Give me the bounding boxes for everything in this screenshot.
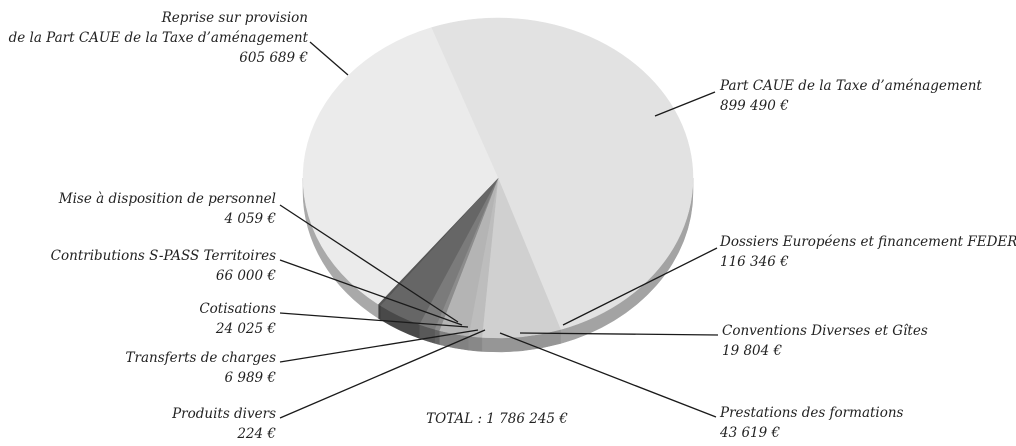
slice-value-label: 24 025 € [215, 321, 277, 337]
leader-lines [279, 41, 719, 419]
leader-line [562, 247, 718, 326]
pie-slice [430, 17, 694, 330]
slice-side [377, 303, 381, 321]
slice-label: Dossiers Européens et financement FEDER [719, 234, 1016, 250]
slice-value-label: 43 619 € [719, 425, 781, 441]
slice-label: Contributions S-PASS Territoires [51, 248, 276, 264]
leader-line [279, 204, 459, 323]
leader-line [279, 329, 486, 419]
slice-label: Conventions Diverses et Gîtes [722, 323, 928, 339]
slice-value-label: 899 490 € [720, 98, 789, 114]
slice-labels: Part CAUE de la Taxe d’aménagement 899 49… [9, 10, 1016, 442]
leader-line [279, 329, 479, 363]
slice-label: Reprise sur provision [161, 10, 308, 26]
slice-value-label: 6 989 € [224, 370, 276, 386]
slice-value-label: 224 € [236, 426, 276, 442]
slice-label: Cotisations [199, 301, 276, 317]
pie-slices [302, 17, 694, 339]
slice-label: Transferts de charges [126, 350, 277, 366]
slice-side [468, 335, 483, 352]
total-label: TOTAL : 1 786 245 € [426, 411, 568, 427]
slice-value-label: 66 000 € [216, 268, 277, 284]
slice-value-label: 4 059 € [223, 211, 276, 227]
slice-value-label: 116 346 € [720, 254, 789, 270]
slice-label: Prestations des formations [719, 405, 904, 421]
leader-line [654, 91, 716, 117]
leader-line [519, 332, 719, 336]
leader-line [309, 41, 349, 76]
leader-line [279, 312, 469, 328]
slice-value-label: 605 689 € [239, 50, 308, 66]
slice-label: Part CAUE de la Taxe d’aménagement [719, 78, 982, 94]
pie-slice [302, 27, 499, 305]
leader-line [279, 259, 463, 326]
leader-line [499, 332, 717, 418]
slice-label: Mise à disposition de personnel [58, 191, 276, 207]
slice-label: de la Part CAUE de la Taxe d’aménagement [9, 30, 309, 46]
slice-value-label: 19 804 € [722, 343, 783, 359]
slice-label: Produits divers [171, 406, 276, 422]
